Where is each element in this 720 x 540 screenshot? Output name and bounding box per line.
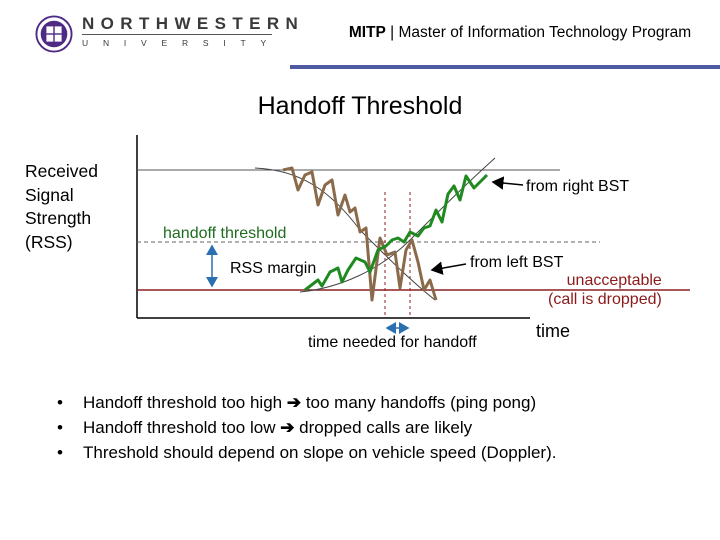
header-rule bbox=[290, 65, 720, 69]
handoff-threshold-label: handoff threshold bbox=[163, 225, 287, 242]
from-left-pointer bbox=[430, 261, 467, 275]
bullet-item: Threshold should depend on slope on vehi… bbox=[55, 440, 705, 465]
bullet-text: dropped calls are likely bbox=[294, 418, 473, 437]
from-right-label: from right BST bbox=[526, 178, 630, 195]
time-needed-label: time needed for handoff bbox=[308, 334, 477, 351]
arrow-right-icon: ➔ bbox=[286, 393, 302, 412]
from-right-pointer bbox=[491, 176, 524, 190]
unacceptable-label: unacceptable (call is dropped) bbox=[548, 271, 662, 309]
arrow-right-icon: ➔ bbox=[280, 418, 295, 437]
y-axis-label: Received Signal Strength (RSS) bbox=[25, 161, 98, 252]
header-title-rest: | Master of Information Technology Progr… bbox=[385, 24, 692, 41]
bullet-text: too many handoffs (ping pong) bbox=[301, 393, 537, 412]
university-seal-icon bbox=[35, 15, 73, 53]
bullet-text: Handoff threshold too high bbox=[83, 393, 287, 412]
right-bst-trend bbox=[299, 157, 496, 293]
left-bst-signal bbox=[282, 166, 438, 302]
logo-wordmark-line2: UNIVERSITY bbox=[82, 38, 282, 48]
unacceptable-label-line2: (call is dropped) bbox=[548, 291, 662, 308]
rss-margin-label: RSS margin bbox=[230, 260, 317, 277]
right-bst-signal bbox=[304, 173, 489, 292]
x-axis-label: time bbox=[536, 321, 571, 341]
unacceptable-label-line1: unacceptable bbox=[566, 272, 662, 289]
slide-title: Handoff Threshold bbox=[257, 92, 463, 120]
logo-wordmark-line1: NORTHWESTERN bbox=[82, 14, 305, 33]
bullet-text: Threshold should depend on slope on vehi… bbox=[83, 443, 557, 462]
bullet-text: Handoff threshold too low bbox=[83, 418, 281, 437]
header-title-bold: MITP bbox=[348, 24, 386, 41]
bullet-list: Handoff threshold too high ➔ too many ha… bbox=[55, 390, 705, 465]
bullet-item: Handoff threshold too low ➔ dropped call… bbox=[55, 415, 705, 440]
logo-divider bbox=[82, 34, 272, 35]
header-title: MITP | Master of Information Technology … bbox=[330, 23, 710, 42]
from-left-label: from left BST bbox=[470, 254, 564, 271]
bullet-item: Handoff threshold too high ➔ too many ha… bbox=[55, 390, 705, 415]
